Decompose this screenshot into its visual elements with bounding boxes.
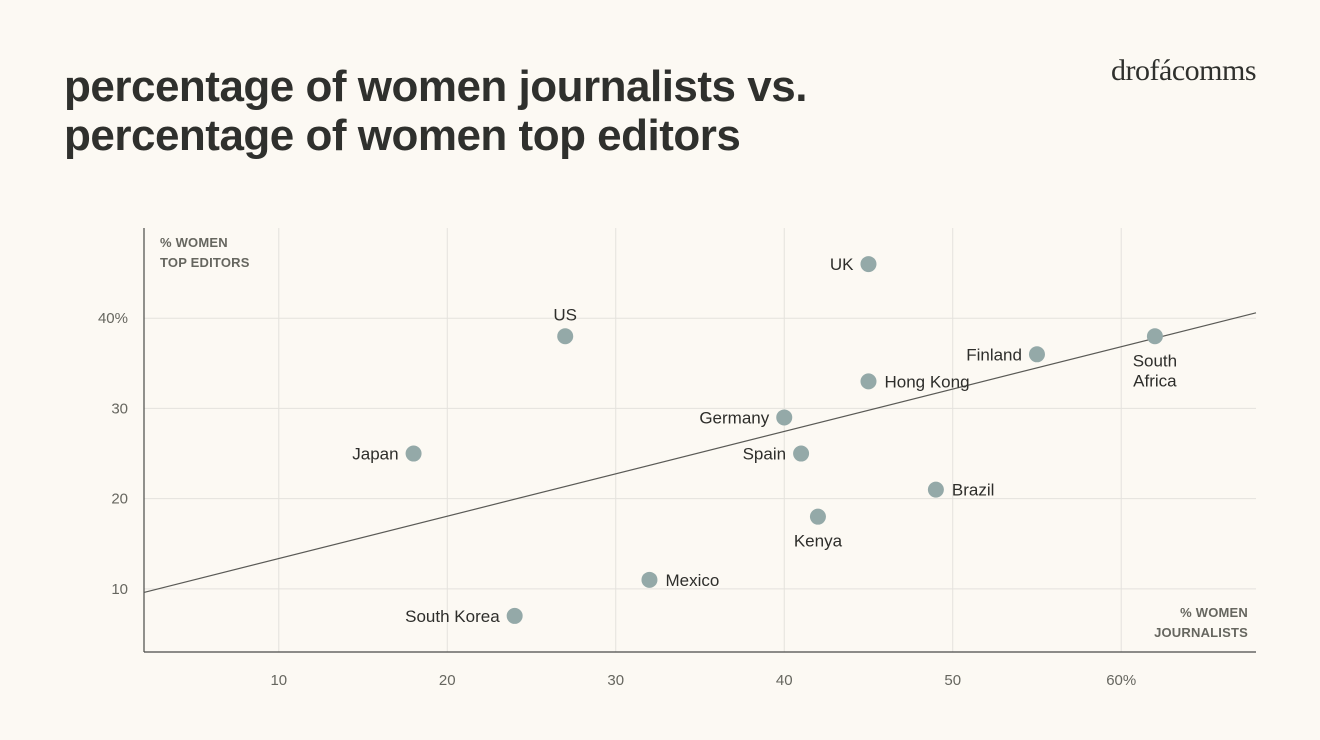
x-tick-label: 60% xyxy=(1106,672,1136,689)
data-point xyxy=(641,571,658,588)
data-point-label: Germany xyxy=(699,408,769,427)
x-tick-label: 10 xyxy=(270,672,287,689)
data-point-label: Africa xyxy=(1133,371,1177,390)
x-tick-label: 40 xyxy=(776,672,793,689)
data-point-label: Spain xyxy=(743,445,786,464)
data-point-label: Finland xyxy=(966,345,1022,364)
data-point xyxy=(1146,328,1163,345)
data-point xyxy=(793,445,810,462)
data-point-label: South xyxy=(1133,351,1177,370)
data-point xyxy=(860,373,877,390)
brand-logo: drofácomms xyxy=(1111,54,1256,87)
x-tick-label: 20 xyxy=(439,672,456,689)
x-axis-title: % WOMEN xyxy=(1180,605,1248,620)
data-point-label: Japan xyxy=(352,445,398,464)
y-tick-label: 40% xyxy=(98,310,128,327)
data-point xyxy=(927,481,944,498)
data-point xyxy=(776,409,793,426)
chart-title-line-2: percentage of women top editors xyxy=(64,111,741,160)
y-axis-title: % WOMEN xyxy=(160,235,228,250)
trend-line xyxy=(143,312,1257,594)
x-axis-title: JOURNALISTS xyxy=(1154,625,1248,640)
data-point-label: Mexico xyxy=(665,571,719,590)
x-tick-label: 30 xyxy=(607,672,624,689)
data-point-label: Brazil xyxy=(952,481,995,500)
x-tick-label: 50 xyxy=(944,672,961,689)
data-point xyxy=(557,328,574,345)
y-axis-title: TOP EDITORS xyxy=(160,255,250,270)
data-point xyxy=(405,445,422,462)
data-point-label: US xyxy=(553,305,577,324)
data-point xyxy=(809,508,826,525)
chart-title-line-1: percentage of women journalists vs. xyxy=(64,62,807,111)
data-point xyxy=(506,607,523,624)
y-tick-label: 30 xyxy=(111,400,128,417)
data-point-label: UK xyxy=(830,255,854,274)
data-point-label: Kenya xyxy=(794,532,843,551)
data-point-label: Hong Kong xyxy=(884,372,969,391)
y-tick-label: 10 xyxy=(111,581,128,598)
data-point-label: South Korea xyxy=(405,607,500,626)
y-tick-label: 20 xyxy=(111,491,128,508)
chart-title: percentage of women journalists vs. perc… xyxy=(64,62,807,160)
data-point xyxy=(1028,346,1045,363)
data-point xyxy=(860,256,877,273)
